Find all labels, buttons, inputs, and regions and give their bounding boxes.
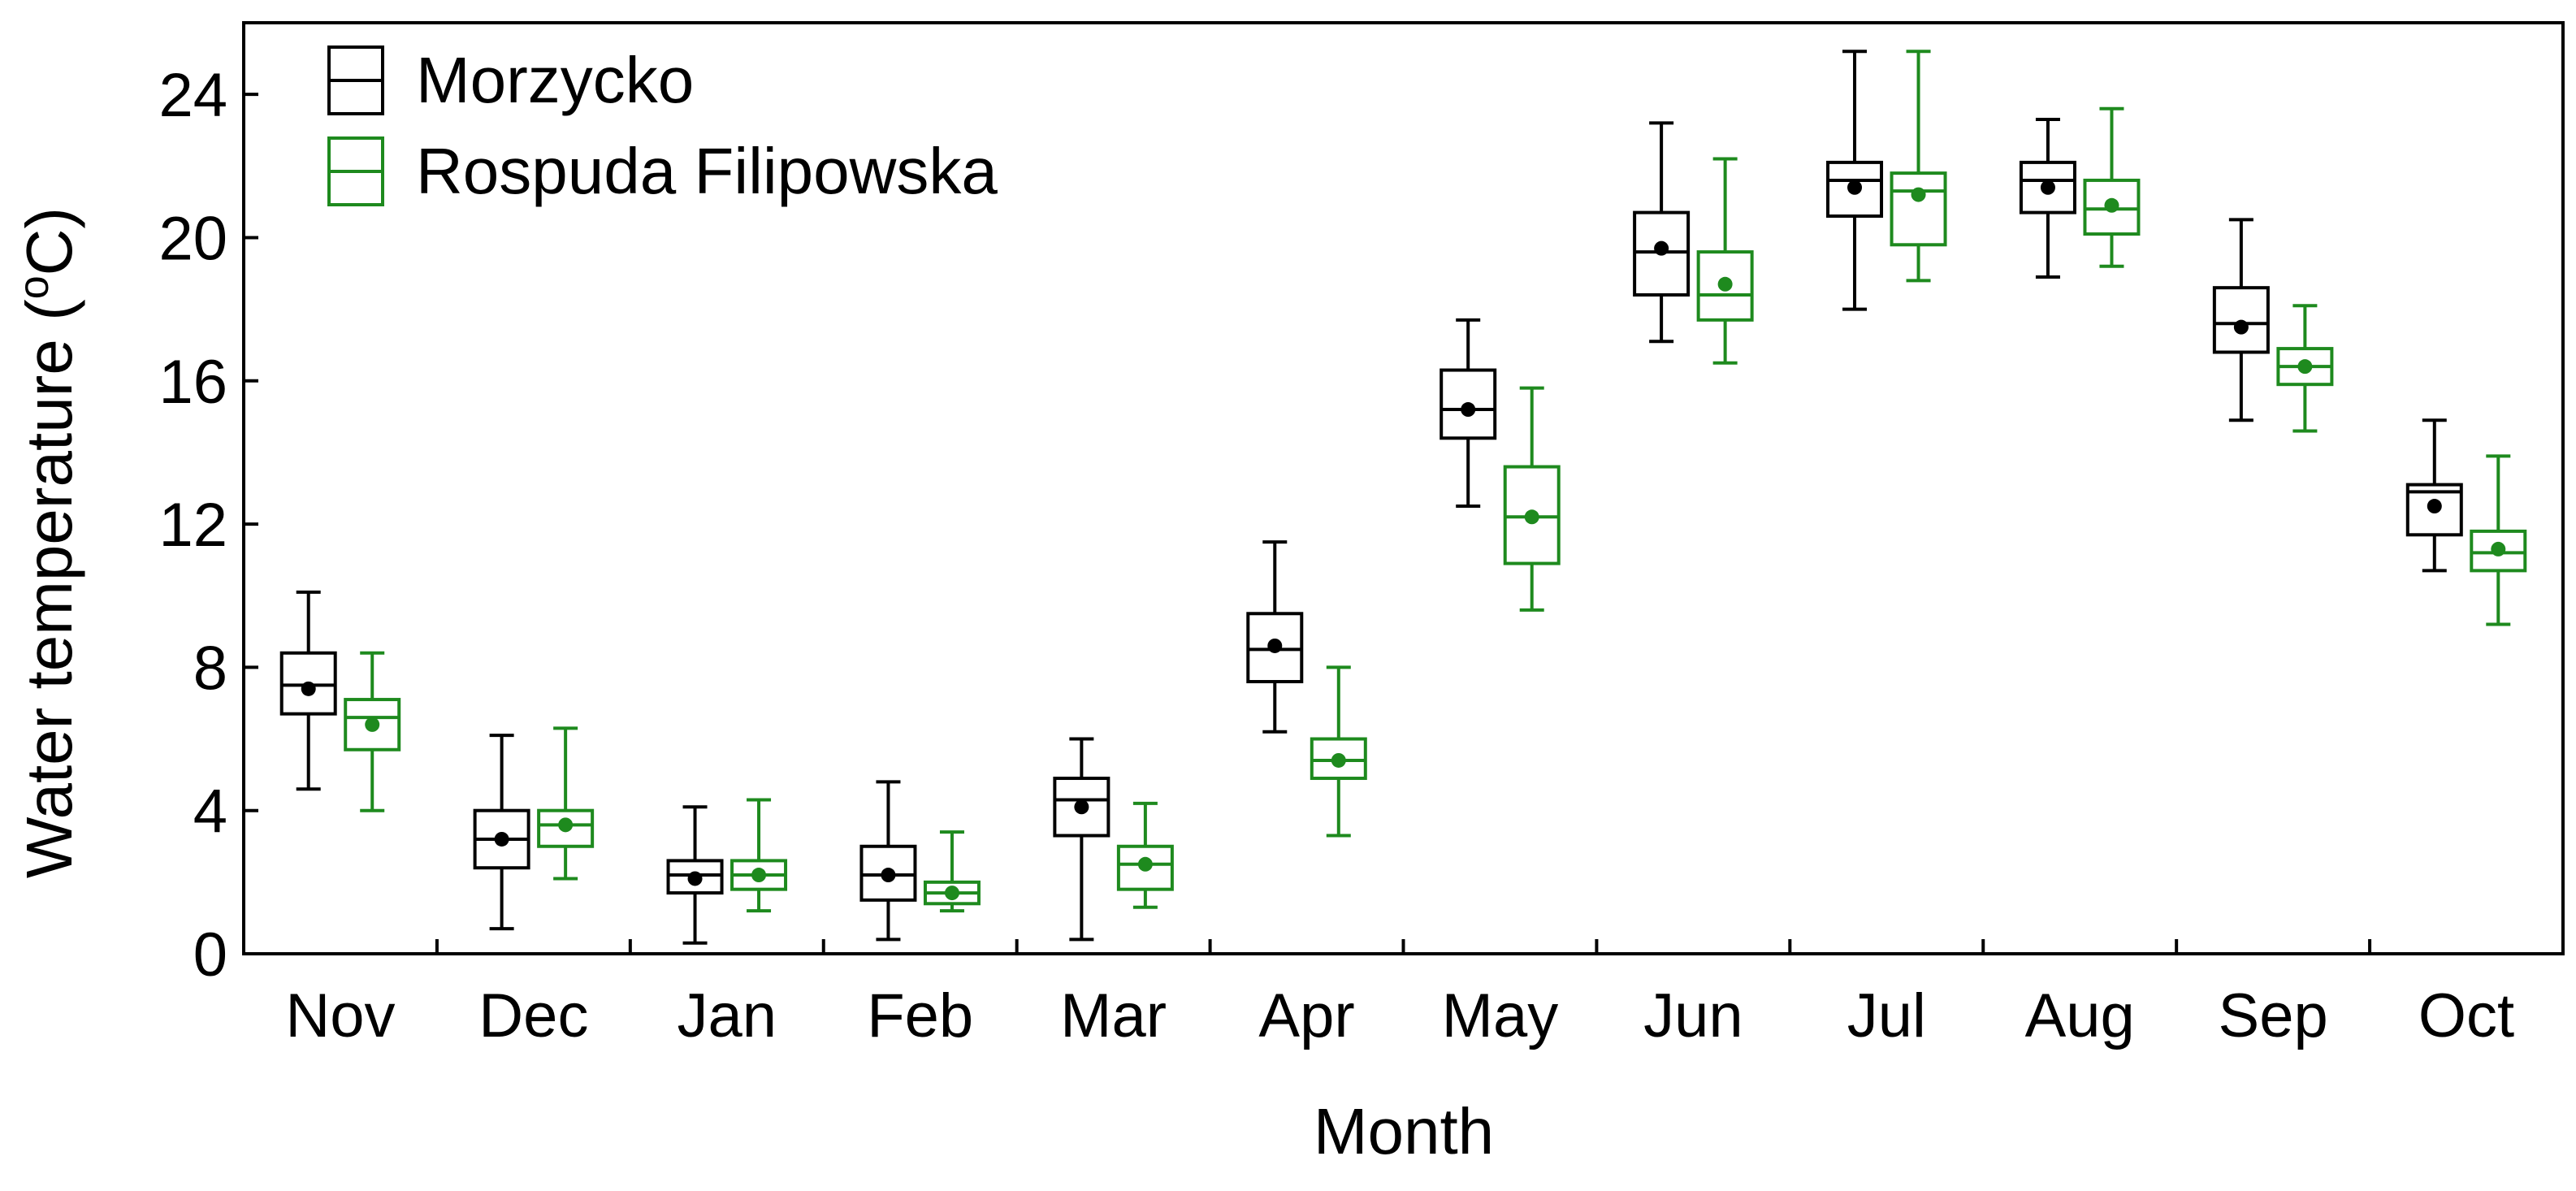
box-iqr: [1116, 844, 1174, 891]
mean-point: [1461, 402, 1476, 418]
y-tick-label: 20: [158, 204, 227, 273]
mean-point: [301, 681, 316, 696]
mean-point: [1137, 856, 1153, 872]
box-rospuda-filipowska-aug: [2083, 106, 2141, 268]
mean-point: [1524, 509, 1539, 525]
x-tick-label: Mar: [1060, 981, 1167, 1050]
box-iqr: [859, 844, 917, 902]
mean-point: [1074, 799, 1089, 815]
box-rospuda-filipowska-sep: [2276, 304, 2334, 433]
box-rospuda-filipowska-feb: [923, 830, 981, 913]
mean-point: [881, 868, 896, 883]
y-tick-label: 0: [193, 920, 227, 990]
box-morzycko-may: [1440, 318, 1497, 509]
box-rospuda-filipowska-jun: [1696, 157, 1754, 365]
box-morzycko-aug: [2019, 118, 2076, 279]
legend-label-morzycko: Morzycko: [416, 44, 694, 116]
x-tick-label: Nov: [285, 981, 395, 1050]
mean-point: [2427, 499, 2442, 514]
mean-point: [2040, 180, 2055, 195]
box-iqr: [1890, 171, 1947, 247]
mean-point: [944, 886, 959, 901]
mean-point: [1717, 276, 1733, 292]
mean-point: [1847, 180, 1863, 195]
plot-marks: [279, 50, 2527, 945]
x-tick-label: Dec: [478, 981, 588, 1050]
mean-point: [1911, 187, 1926, 202]
box-rospuda-filipowska-mar: [1116, 801, 1174, 909]
box-rospuda-filipowska-nov: [344, 651, 401, 812]
box-iqr: [2470, 529, 2527, 573]
x-tick-label: Jan: [678, 981, 777, 1050]
box-morzycko-sep: [2212, 218, 2270, 422]
box-morzycko-jul: [1826, 50, 1884, 311]
y-axis-title-suffix: C): [13, 207, 85, 275]
y-tick-label: 24: [158, 61, 227, 130]
x-tick-label: Oct: [2418, 981, 2514, 1050]
y-axis-title-prefix: Water temperature (: [13, 299, 85, 878]
box-morzycko-apr: [1246, 540, 1304, 734]
y-tick-label: 16: [158, 348, 227, 417]
box-morzycko-feb: [859, 780, 917, 942]
x-tick-label: Jul: [1847, 981, 1926, 1050]
box-morzycko-oct: [2405, 418, 2463, 573]
legend: Morzycko Rospuda Filipowska: [327, 44, 998, 207]
mean-point: [558, 817, 574, 833]
x-tick-label: May: [1442, 981, 1559, 1050]
mean-point: [751, 868, 767, 883]
mean-point: [2233, 319, 2249, 335]
box-rospuda-filipowska-dec: [537, 726, 595, 881]
mean-point: [494, 831, 509, 847]
mean-point: [1267, 638, 1283, 653]
box-morzycko-jun: [1633, 121, 1691, 344]
mean-point: [1331, 752, 1346, 768]
x-tick-label: Jun: [1643, 981, 1743, 1050]
box-rospuda-filipowska-apr: [1310, 665, 1367, 838]
mean-point: [687, 871, 703, 886]
box-morzycko-dec: [473, 734, 530, 931]
legend-entry-morzycko: Morzycko: [327, 44, 694, 116]
mean-point: [2491, 541, 2506, 557]
legend-entry-rospuda-filipowska: Rospuda Filipowska: [327, 135, 998, 207]
y-tick-label: 4: [193, 777, 227, 847]
y-tick-label: 8: [193, 634, 227, 703]
y-axis-title: Water temperature (oC): [11, 207, 85, 878]
box-rospuda-filipowska-jan: [730, 798, 788, 913]
mean-point: [1654, 240, 1669, 256]
mean-point: [2297, 359, 2313, 375]
box-rospuda-filipowska-jul: [1890, 50, 1947, 283]
box-rospuda-filipowska-may: [1503, 386, 1561, 612]
x-tick-label: Sep: [2219, 981, 2328, 1050]
y-tick-label: 12: [158, 491, 227, 560]
axes: 0 4 8 12 16 20 24 Nov Dec Jan Feb Mar Apr May Jun Jul Au…: [158, 21, 2565, 1050]
mean-point: [365, 717, 380, 732]
box-morzycko-mar: [1053, 737, 1110, 942]
box-morzycko-nov: [279, 590, 337, 791]
box-morzycko-jan: [666, 805, 724, 945]
legend-label-rospuda-filipowska: Rospuda Filipowska: [416, 135, 998, 207]
x-axis-title: Month: [1314, 1095, 1494, 1167]
y-axis-title-superscript: o: [11, 275, 58, 299]
mean-point: [2104, 197, 2119, 213]
x-tick-label: Apr: [1258, 981, 1354, 1050]
x-tick-label: Aug: [2025, 981, 2135, 1050]
box-rospuda-filipowska-oct: [2470, 454, 2527, 626]
x-tick-label: Feb: [867, 981, 973, 1050]
